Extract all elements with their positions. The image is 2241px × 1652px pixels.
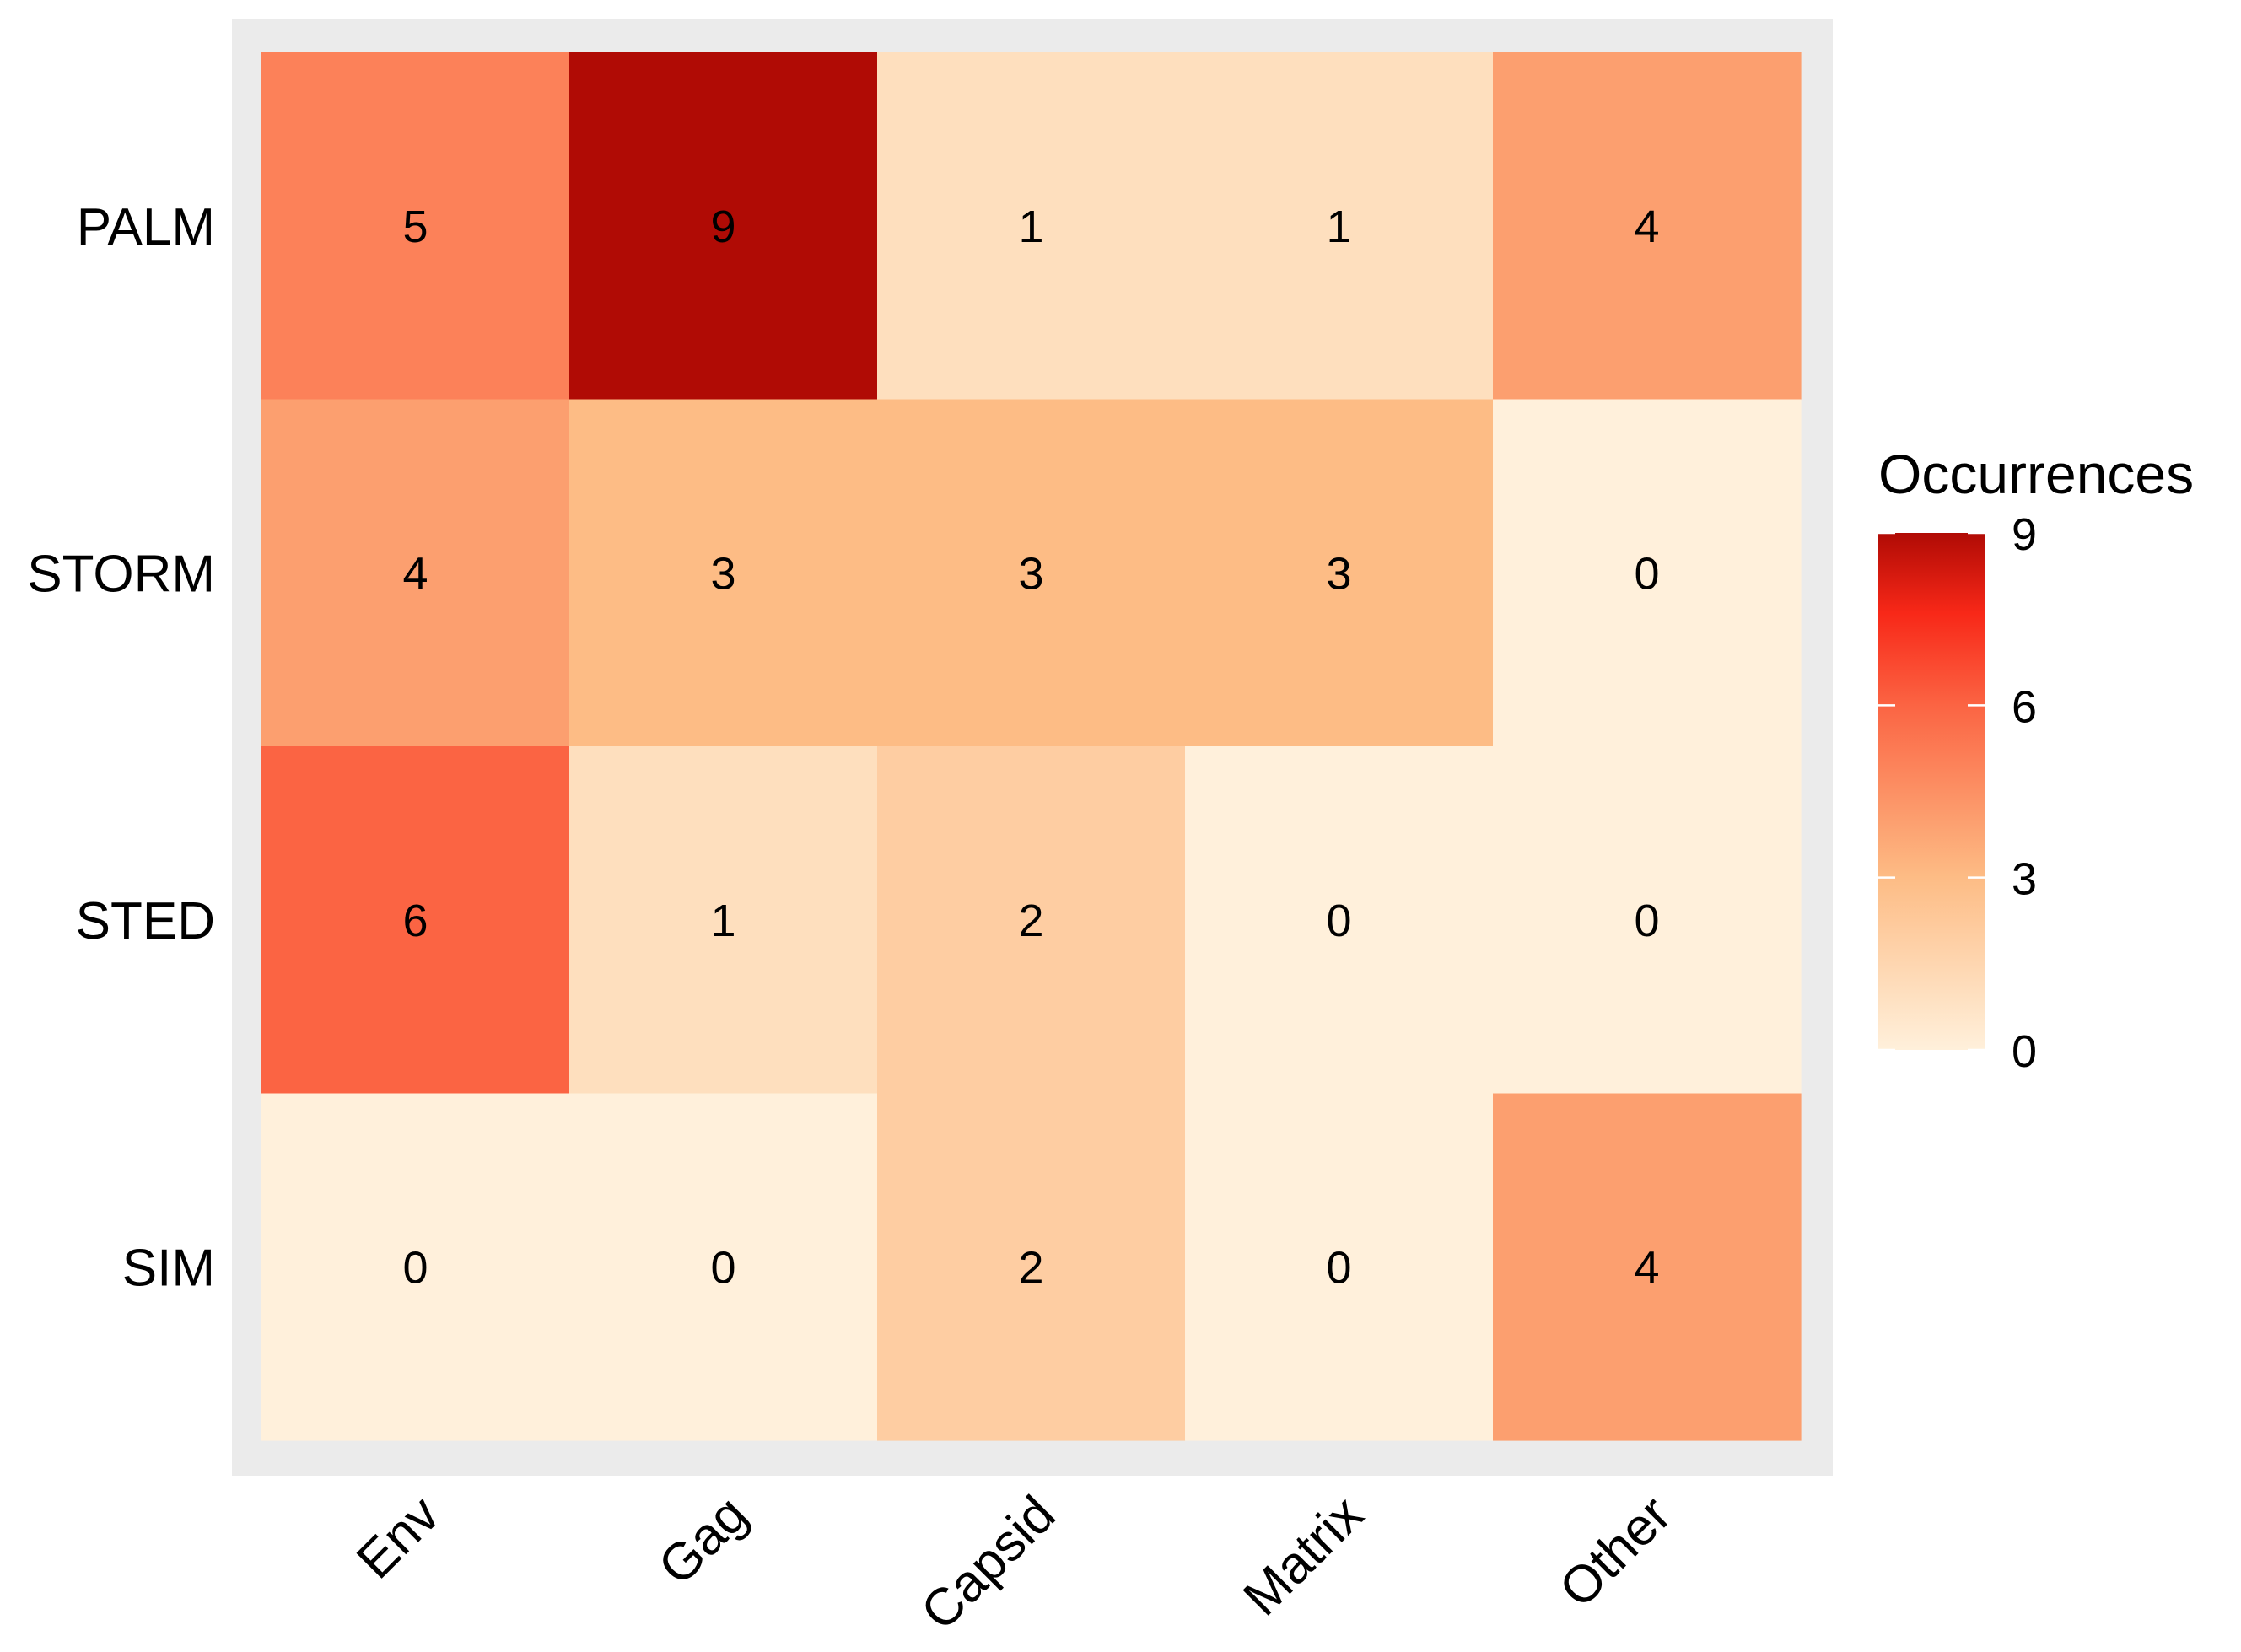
cell-sted-gag: [569, 746, 878, 1095]
cell-value-sted-env: 6: [402, 896, 428, 946]
legend-ticks: 0 3 6 9: [1878, 509, 2037, 1077]
cell-sim-capsid: [877, 1093, 1186, 1441]
cell-storm-matrix: [1185, 399, 1494, 747]
cell-value-palm-matrix: 1: [1326, 202, 1351, 252]
y-tick-label-sted: STED: [76, 892, 215, 950]
cell-storm-capsid: [877, 399, 1186, 747]
heatmap-cells: [261, 52, 1802, 1441]
legend-tick-label-6: 6: [2012, 681, 2037, 732]
legend-tick-label-3: 3: [2012, 854, 2037, 905]
cell-palm-other: [1493, 52, 1802, 401]
cell-value-sted-other: 0: [1634, 896, 1659, 946]
cell-value-storm-env: 4: [402, 548, 428, 599]
cell-sim-env: [261, 1093, 570, 1441]
cell-palm-capsid: [877, 52, 1186, 401]
legend: Occurrences 0 3 6 9: [1878, 443, 2194, 1077]
cell-value-storm-capsid: 3: [1018, 548, 1043, 599]
cell-value-sted-gag: 1: [710, 896, 735, 946]
x-tick-label-other: Other: [1549, 1485, 1682, 1618]
cell-value-sim-env: 0: [402, 1242, 428, 1293]
cell-sted-other: [1493, 746, 1802, 1095]
cell-palm-gag: [569, 52, 878, 401]
x-tick-label-gag: Gag: [648, 1485, 759, 1596]
legend-title: Occurrences: [1878, 443, 2194, 505]
y-tick-label-palm: PALM: [77, 198, 215, 256]
cell-storm-gag: [569, 399, 878, 747]
x-axis-tick-labels: Env Gag Capsid Matrix Other: [346, 1485, 1682, 1641]
cell-storm-other: [1493, 399, 1802, 747]
cell-value-sted-matrix: 0: [1326, 896, 1351, 946]
cell-value-palm-env: 5: [402, 202, 428, 252]
cell-value-palm-gag: 9: [710, 202, 735, 252]
cell-value-sim-capsid: 2: [1018, 1242, 1043, 1293]
cell-sted-matrix: [1185, 746, 1494, 1095]
y-tick-label-sim: SIM: [122, 1239, 215, 1297]
cell-value-labels: 5 9 1 1 44 3 3 3 06 1 2 0 00 0 2 0 4: [402, 202, 1659, 1294]
x-tick-label-env: Env: [346, 1485, 450, 1590]
y-axis-tick-labels: PALM STORM STED SIM: [27, 198, 215, 1298]
cell-sim-gag: [569, 1093, 878, 1441]
cell-value-palm-capsid: 1: [1018, 202, 1043, 252]
cell-palm-env: [261, 52, 570, 401]
legend-tick-label-0: 0: [2012, 1026, 2037, 1077]
cell-value-palm-other: 4: [1634, 202, 1659, 252]
cell-sim-other: [1493, 1093, 1802, 1441]
cell-value-storm-gag: 3: [710, 548, 735, 599]
cell-sted-capsid: [877, 746, 1186, 1095]
y-tick-label-storm: STORM: [27, 545, 215, 603]
cell-palm-matrix: [1185, 52, 1494, 401]
cell-value-sim-gag: 0: [710, 1242, 735, 1293]
cell-storm-env: [261, 399, 570, 747]
cell-value-sted-capsid: 2: [1018, 896, 1043, 946]
cell-sim-matrix: [1185, 1093, 1494, 1441]
cell-sted-env: [261, 746, 570, 1095]
cell-value-storm-other: 0: [1634, 548, 1659, 599]
legend-color-bar: [1878, 533, 1985, 1050]
x-tick-label-matrix: Matrix: [1232, 1485, 1374, 1627]
cell-value-sim-matrix: 0: [1326, 1242, 1351, 1293]
cell-value-storm-matrix: 3: [1326, 548, 1351, 599]
legend-tick-label-9: 9: [2012, 509, 2037, 560]
cell-value-sim-other: 4: [1634, 1242, 1659, 1293]
x-tick-label-capsid: Capsid: [910, 1485, 1066, 1641]
